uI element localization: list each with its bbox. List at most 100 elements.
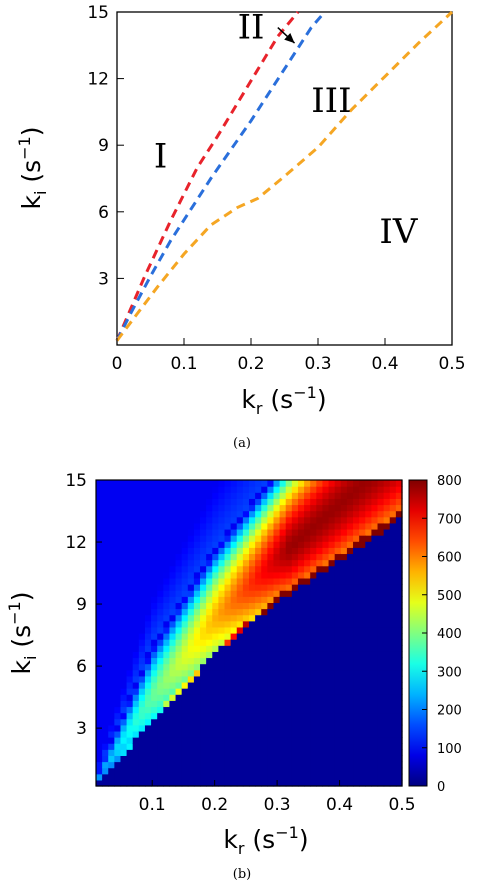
heatmap-cell [236, 755, 244, 763]
heatmap-cell [126, 608, 134, 616]
heatmap-cell [132, 730, 140, 738]
heatmap-cell [346, 767, 354, 775]
heatmap-cell [144, 712, 152, 720]
heatmap-cell [334, 535, 342, 542]
heatmap-cell [212, 706, 219, 714]
heatmap-cell [316, 516, 324, 524]
heatmap-cell [322, 626, 330, 634]
heatmap-cell [383, 730, 391, 738]
heatmap-cell [304, 675, 311, 683]
heatmap-cell [218, 498, 226, 506]
heatmap-cell [285, 645, 293, 652]
heatmap-cell [279, 633, 287, 640]
heatmap-cell [114, 584, 122, 591]
heatmap-cell [322, 706, 330, 714]
heatmap-cell [346, 553, 354, 561]
heatmap-cell [138, 480, 146, 487]
heatmap-cell [193, 779, 201, 787]
heatmap-cell [328, 694, 336, 701]
heatmap-cell [169, 767, 177, 775]
heatmap-cell [138, 547, 146, 555]
heatmap-cell [144, 541, 152, 548]
heatmap-cell [163, 504, 171, 512]
heatmap-cell [144, 724, 152, 732]
heatmap-cell [346, 737, 354, 744]
heatmap-cell [383, 761, 391, 769]
heatmap-cell [224, 657, 232, 665]
heatmap-cell [169, 504, 177, 512]
heatmap-cell [304, 584, 311, 591]
heatmap-cell [334, 614, 342, 622]
heatmap-cell [181, 498, 189, 506]
heatmap-cell [175, 504, 183, 512]
heatmap-cell [297, 633, 305, 640]
heatmap-cell [120, 651, 128, 659]
heatmap-cell [383, 516, 391, 524]
heatmap-cell [279, 724, 287, 732]
heatmap-cell [359, 486, 366, 493]
heatmap-cell [255, 510, 262, 518]
heatmap-cell [304, 712, 311, 720]
heatmap-cell [175, 657, 183, 665]
heatmap-cell [285, 761, 293, 769]
heatmap-cell [132, 694, 140, 701]
heatmap-cell [102, 590, 109, 597]
heatmap-cell [322, 669, 330, 677]
heatmap-cell [132, 718, 140, 726]
heatmap-cell [230, 669, 238, 677]
heatmap-cell [96, 559, 103, 567]
heatmap-cell [138, 779, 146, 787]
heatmap-cell [138, 577, 146, 585]
heatmap-cell [126, 590, 134, 597]
heatmap-cell [261, 535, 268, 542]
heatmap-cell [395, 694, 403, 701]
heatmap-cell [108, 755, 115, 763]
heatmap-cell [236, 584, 244, 591]
heatmap-cell [114, 737, 122, 744]
heatmap-cell [187, 657, 195, 665]
heatmap-cell [102, 516, 109, 524]
panel-b-caption: (b) [233, 867, 251, 882]
heatmap-cell [322, 700, 330, 708]
heatmap-cell [102, 663, 109, 671]
heatmap-cell [157, 700, 164, 708]
heatmap-cell [346, 700, 354, 708]
heatmap-cell [395, 681, 403, 689]
heatmap-cell [297, 498, 305, 506]
heatmap-cell [365, 706, 372, 714]
heatmap-cell [273, 516, 281, 524]
heatmap-cell [230, 700, 238, 708]
heatmap-cell [157, 743, 164, 750]
heatmap-cell [230, 504, 238, 512]
heatmap-cell [108, 522, 115, 530]
heatmap-cell [273, 535, 281, 542]
heatmap-cell [193, 651, 201, 659]
heatmap-cell [346, 541, 354, 548]
heatmap-cell [230, 614, 238, 622]
heatmap-cell [395, 620, 403, 628]
heatmap-cell [291, 761, 299, 769]
heatmap-cell [193, 639, 201, 646]
heatmap-cell [193, 657, 201, 665]
heatmap-cell [334, 761, 342, 769]
heatmap-cell [108, 737, 115, 744]
heatmap-cell [261, 724, 268, 732]
heatmap-cell [273, 553, 281, 561]
heatmap-cell [249, 639, 256, 646]
heatmap-cell [163, 498, 171, 506]
heatmap-cell [389, 657, 397, 665]
heatmap-cell [175, 522, 183, 530]
heatmap-cell [169, 633, 177, 640]
heatmap-cell [175, 761, 183, 769]
heatmap-cell [255, 651, 262, 659]
heatmap-cell [242, 767, 250, 775]
heatmap-cell [144, 761, 152, 769]
heatmap-cell [175, 608, 183, 616]
heatmap-cell [120, 724, 128, 732]
heatmap-cell [285, 492, 293, 499]
heatmap-cell [212, 688, 219, 695]
heatmap-cell [261, 633, 268, 640]
heatmap-cell [163, 614, 171, 622]
heatmap-cell [169, 749, 177, 756]
